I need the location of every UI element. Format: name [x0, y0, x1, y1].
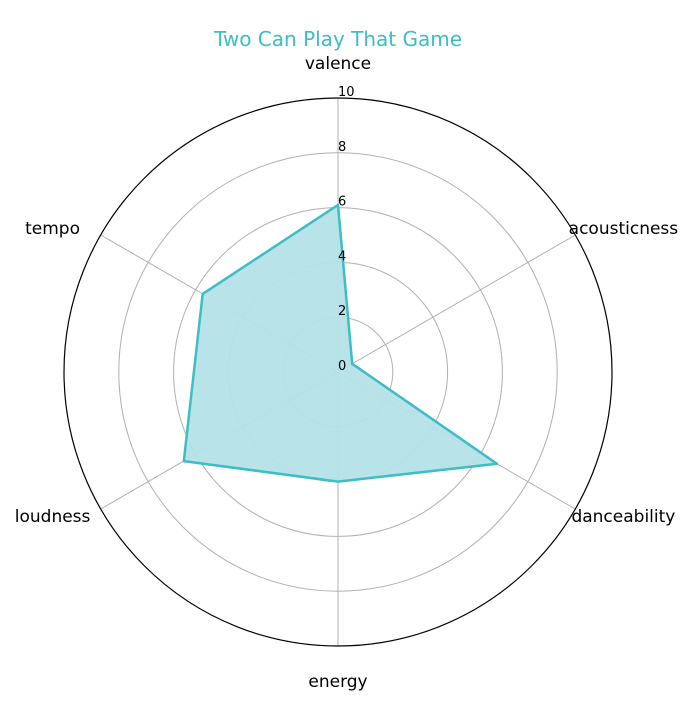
- radial-tick-label: 4: [338, 249, 346, 264]
- radial-tick-label: 8: [338, 140, 346, 155]
- axis-label-valence: valence: [305, 54, 371, 74]
- data-layer: [182, 203, 499, 483]
- chart-title: Two Can Play That Game: [213, 27, 462, 51]
- series-area: [183, 204, 498, 482]
- axis-label-loudness: loudness: [15, 507, 91, 527]
- axis-spoke: [337, 234, 576, 373]
- axis-label-energy: energy: [308, 672, 367, 692]
- radial-tick-label: 10: [338, 85, 355, 100]
- axis-label-tempo: tempo: [25, 219, 80, 239]
- label-layer: 0 2 4 6 8 10 valence acousticness danceability en…: [15, 54, 679, 692]
- radial-tick-label: 6: [338, 195, 346, 210]
- axis-label-danceability: danceability: [571, 507, 675, 527]
- radial-tick-label: 0: [338, 359, 346, 374]
- outer-ring: [63, 97, 613, 647]
- radial-tick-label: 2: [338, 304, 346, 319]
- axis-label-acousticness: acousticness: [569, 219, 679, 239]
